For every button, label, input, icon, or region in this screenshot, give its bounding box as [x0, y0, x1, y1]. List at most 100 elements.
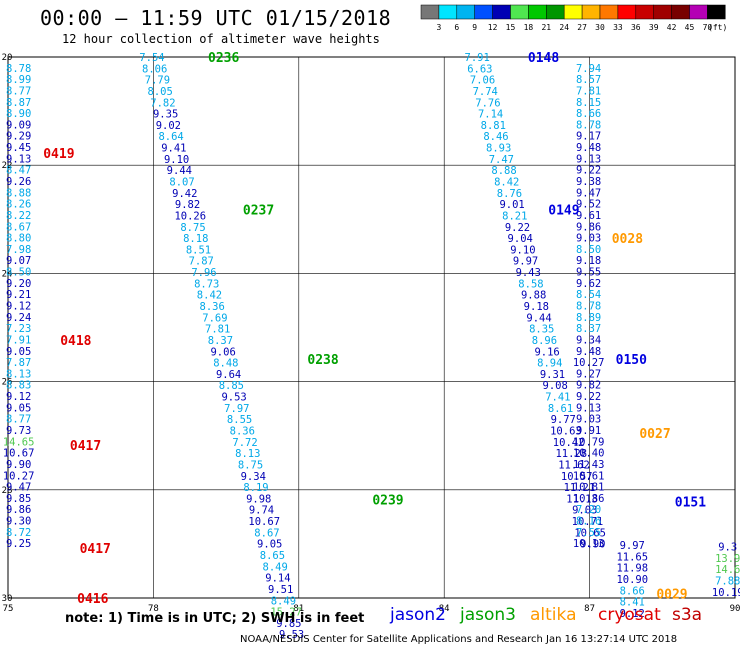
- swh-value-label: 8.83: [6, 380, 31, 392]
- swh-value-label: 8.88: [491, 165, 516, 177]
- swh-value-label: 8.66: [576, 108, 601, 120]
- swh-value-label: 9.47: [576, 187, 601, 199]
- swh-value-label: 9.05: [6, 402, 31, 414]
- swh-value-label: 9.85: [276, 618, 301, 630]
- pass-number-label: 0149: [548, 204, 579, 219]
- swh-value-label: 9.64: [216, 369, 241, 381]
- swh-value-label: 7.97: [224, 403, 249, 415]
- swh-value-label: 7.06: [470, 75, 495, 87]
- swh-value-label: 8.77: [6, 85, 31, 97]
- colorbar-tick-label: 9: [472, 23, 477, 32]
- swh-value-label: 8.37: [576, 323, 601, 335]
- swh-value-label: 9.41: [161, 143, 186, 155]
- swh-value-label: 8.36: [230, 425, 255, 437]
- swh-value-label: 8.88: [6, 187, 31, 199]
- legend-cryosat: cryosat: [598, 605, 661, 625]
- y-tick-label: 26: [2, 378, 13, 388]
- colorbar-swatch: [671, 4, 690, 20]
- swh-value-label: 9.53: [279, 629, 304, 641]
- swh-value-label: 8.78: [576, 119, 601, 131]
- swh-value-label: 9.01: [499, 199, 524, 211]
- colorbar-unit: (ft): [708, 23, 727, 32]
- swh-value-label: 8.90: [6, 108, 31, 120]
- swh-value-label: 9.21: [6, 289, 31, 301]
- swh-value-label: 11.65: [616, 551, 648, 563]
- pass-number-label: 0238: [307, 353, 338, 368]
- pass-number-label: 0418: [60, 334, 91, 349]
- swh-value-label: 8.35: [529, 324, 554, 336]
- swh-value-label: 9.86: [6, 504, 31, 516]
- swh-value-label: 7.88: [715, 576, 740, 588]
- swh-value-label: 7.55: [576, 527, 601, 539]
- colorbar-tick-label: 18: [524, 23, 534, 32]
- swh-value-label: 10.90: [616, 574, 648, 586]
- colorbar-tick-label: 21: [541, 23, 551, 32]
- swh-value-label: 8.75: [238, 459, 263, 471]
- pass-number-label: 0236: [208, 51, 239, 66]
- y-tick-label: 20: [2, 53, 13, 63]
- swh-value-label: 9.03: [576, 414, 601, 426]
- credit-line: NOAA/NESDIS Center for Satellite Applica…: [240, 634, 678, 645]
- swh-value-label: 9.86: [576, 221, 601, 233]
- swh-value-label: 7.81: [205, 324, 230, 336]
- swh-value-label: 14.6: [715, 564, 740, 576]
- swh-value-label: 9.3: [718, 542, 737, 554]
- swh-value-label: 10.13: [573, 538, 605, 550]
- swh-value-label: 9.07: [6, 255, 31, 267]
- swh-value-label: 9.27: [576, 368, 601, 380]
- swh-value-label: 9.48: [576, 346, 601, 358]
- pass-number-label: 0417: [70, 439, 101, 454]
- colorbar-swatch: [438, 4, 458, 20]
- swh-value-label: 9.25: [6, 538, 31, 550]
- swh-value-label: 8.78: [576, 300, 601, 312]
- swh-value-label: 9.18: [524, 301, 549, 313]
- swh-value-label: 7.94: [576, 63, 601, 75]
- swh-value-label: 9.22: [576, 165, 601, 177]
- swh-value-label: 9.30: [6, 516, 31, 528]
- colorbar-tick-label: 27: [577, 23, 587, 32]
- swh-value-label: 7.72: [232, 437, 257, 449]
- colorbar-swatch: [420, 4, 440, 20]
- swh-value-label: 9.03: [572, 505, 597, 517]
- swh-value-label: 8.78: [6, 63, 31, 75]
- colorbar-tick-label: 15: [506, 23, 516, 32]
- swh-value-label: 8.64: [158, 131, 183, 143]
- swh-value-label: 10.27: [3, 470, 35, 482]
- swh-value-label: 9.22: [505, 222, 530, 234]
- swh-value-label: 9.26: [6, 176, 31, 188]
- chart-title: 00:00 – 11:59 UTC 01/15/2018: [40, 6, 392, 30]
- swh-value-label: 10.81: [573, 482, 605, 494]
- swh-value-label: 8.42: [197, 290, 222, 302]
- swh-value-label: 9.45: [6, 142, 31, 154]
- swh-value-label: 8.18: [183, 233, 208, 245]
- legend-jason2: jason2: [390, 605, 446, 625]
- swh-value-label: 14.65: [3, 436, 35, 448]
- swh-value-label: 9.12: [6, 391, 31, 403]
- swh-value-label: 9.82: [175, 199, 200, 211]
- x-tick-label: 81: [293, 604, 304, 614]
- colorbar-swatch: [581, 4, 601, 20]
- swh-value-label: 9.44: [167, 165, 192, 177]
- pass-number-label: 0027: [639, 427, 670, 442]
- colorbar-swatch: [492, 4, 511, 20]
- swh-value-label: 9.52: [576, 199, 601, 211]
- swh-value-label: 8.49: [271, 595, 296, 607]
- y-tick-label: 22: [2, 161, 13, 171]
- pass-number-label: 0239: [372, 494, 403, 509]
- swh-value-label: 11.28: [555, 448, 587, 460]
- colorbar-tick-label: 24: [559, 23, 569, 32]
- swh-value-label: 8.16: [576, 516, 601, 528]
- swh-value-label: 8.41: [620, 597, 645, 609]
- pass-number-label: 0150: [616, 353, 647, 368]
- swh-value-label: 10.67: [3, 448, 35, 460]
- swh-value-label: 9.12: [620, 608, 645, 620]
- swh-value-label: 9.34: [241, 471, 266, 483]
- pass-number-label: 0419: [43, 147, 74, 162]
- swh-value-label: 8.85: [219, 380, 244, 392]
- legend-jason3: jason3: [460, 605, 516, 625]
- colorbar-swatch: [456, 4, 475, 20]
- swh-value-label: 8.89: [576, 312, 601, 324]
- swh-value-label: 7.23: [6, 323, 31, 335]
- swh-value-label: 9.61: [576, 210, 601, 222]
- swh-value-label: 8.15: [576, 97, 601, 109]
